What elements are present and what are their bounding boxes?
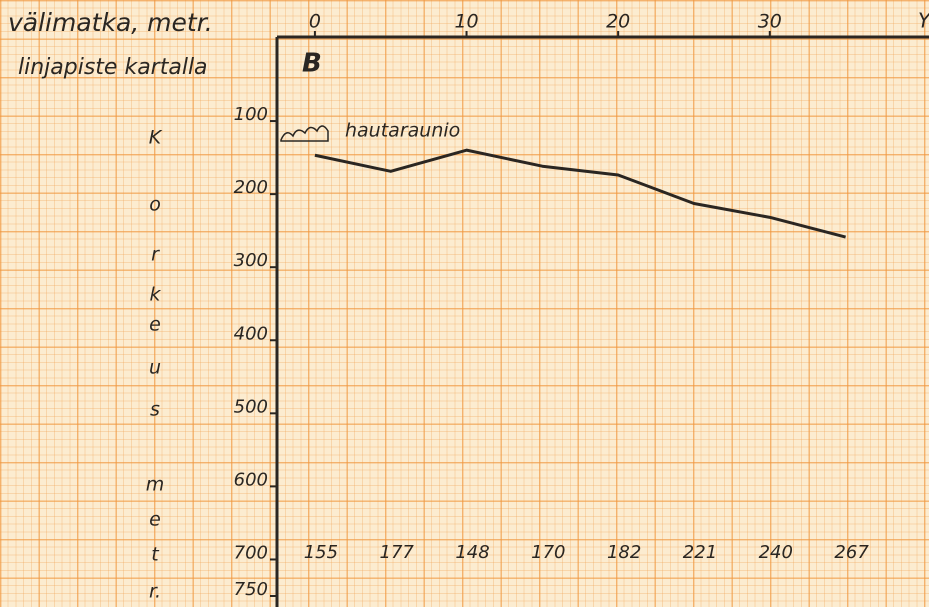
- annotation: hautaraunio: [345, 120, 460, 142]
- y-tick-label: 400: [234, 323, 268, 344]
- y-tick-label: 750: [234, 579, 268, 600]
- value-label: 170: [531, 542, 565, 563]
- value-label: 267: [834, 542, 869, 563]
- x-tick-label: 0: [309, 11, 321, 33]
- x-tick-label: 10: [454, 11, 478, 33]
- y-axis-title-letter: r.: [149, 581, 161, 603]
- y-axis-title-letter: s: [150, 399, 160, 421]
- y-axis-title-letter: o: [149, 194, 161, 216]
- profile-line: [314, 148, 846, 239]
- cairn-icon: [280, 125, 329, 142]
- value-label: 148: [455, 542, 489, 563]
- y-axis-title-letter: k: [149, 284, 161, 306]
- y-tick-label: 500: [234, 396, 268, 417]
- y-tick-label: 300: [234, 250, 268, 271]
- y-tick-label: 700: [234, 542, 268, 563]
- y-tick-label: 600: [234, 469, 268, 490]
- value-label: 182: [607, 542, 641, 563]
- x-tick-label: 20: [606, 11, 630, 33]
- y-axis-title-letter: u: [149, 357, 161, 379]
- x-axis-title: välimatka, metr.: [8, 8, 213, 37]
- value-label: 177: [380, 542, 415, 563]
- y-tick-label: 100: [234, 104, 268, 125]
- y-axis-title-letter: t: [151, 544, 160, 566]
- point-label: linjapiste kartalla: [18, 55, 208, 80]
- y-axis-title-letter: m: [146, 474, 165, 496]
- value-label: 221: [683, 542, 717, 563]
- value-label: 155: [304, 542, 338, 563]
- y-axis-title-letter: e: [149, 509, 161, 531]
- y-axis-title-letter: r: [151, 244, 160, 266]
- y-tick-label: 200: [234, 177, 268, 198]
- y-axis-title-letter: K: [149, 127, 163, 149]
- y-axis-title-letter: e: [149, 314, 161, 336]
- point-name: B: [302, 49, 322, 79]
- x-end-label: Y: [918, 9, 929, 33]
- value-label: 240: [759, 542, 793, 563]
- x-tick-label: 30: [758, 11, 782, 33]
